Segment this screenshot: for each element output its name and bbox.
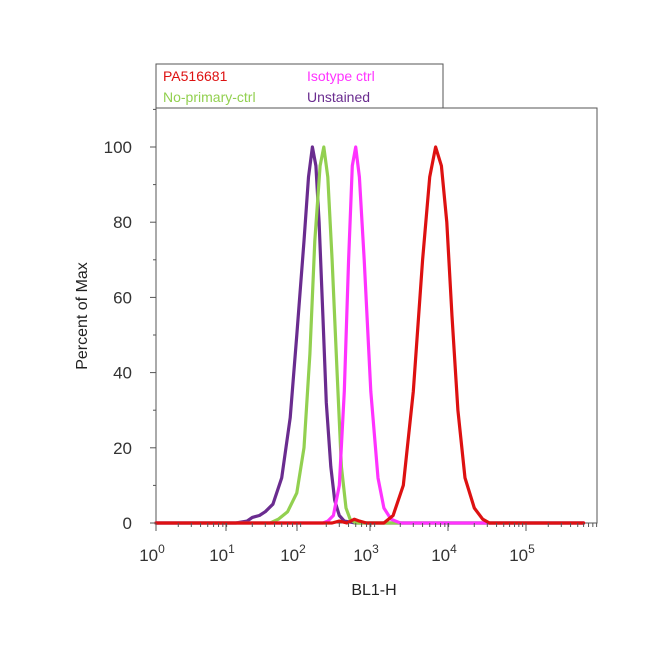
legend-item: Isotype ctrl (307, 68, 375, 84)
x-tick-exponent: 5 (528, 542, 535, 556)
x-tick-exponent: 0 (158, 542, 165, 556)
x-tick-exponent: 3 (372, 542, 379, 556)
x-tick-base: 10 (280, 546, 299, 565)
y-tick-label: 100 (104, 138, 132, 157)
x-tick-exponent: 2 (299, 542, 306, 556)
x-tick-label: 105 (509, 542, 535, 565)
series-group (154, 145, 586, 525)
x-tick-label: 104 (431, 542, 457, 565)
y-tick-label: 40 (113, 364, 132, 383)
series-line-isotype-ctrl (154, 145, 586, 525)
x-tick-base: 10 (139, 546, 158, 565)
series-line-no-primary-ctrl (154, 145, 586, 525)
x-tick-exponent: 1 (228, 542, 235, 556)
x-tick-label: 100 (139, 542, 165, 565)
y-axis: 0 20 40 60 80 100 (104, 108, 156, 533)
y-tick-label: 60 (113, 288, 132, 307)
y-axis-title: Percent of Max (74, 262, 91, 370)
x-tick-base: 10 (209, 546, 228, 565)
x-tick-base: 10 (509, 546, 528, 565)
series-line-pa516681 (154, 145, 586, 525)
legend-box (155, 63, 444, 109)
x-tick-label: 102 (280, 542, 306, 565)
series-line-unstained (154, 145, 586, 525)
y-tick-label: 0 (123, 514, 132, 533)
legend-item: PA516681 (163, 68, 228, 84)
x-tick-base: 10 (431, 546, 450, 565)
x-tick-label: 103 (353, 542, 379, 565)
x-tick-label: 101 (209, 542, 235, 565)
x-tick-base: 10 (353, 546, 372, 565)
x-axis: 100 101 102 103 104 105 (139, 523, 598, 565)
x-axis-title: BL1-H (351, 582, 396, 599)
legend: PA516681 Isotype ctrl No-primary-ctrl Unsta… (155, 63, 444, 109)
legend-item: No-primary-ctrl (163, 89, 256, 105)
legend-item: Unstained (307, 89, 370, 105)
x-tick-exponent: 4 (450, 542, 457, 556)
y-tick-label: 80 (113, 213, 132, 232)
y-tick-label: 20 (113, 439, 132, 458)
